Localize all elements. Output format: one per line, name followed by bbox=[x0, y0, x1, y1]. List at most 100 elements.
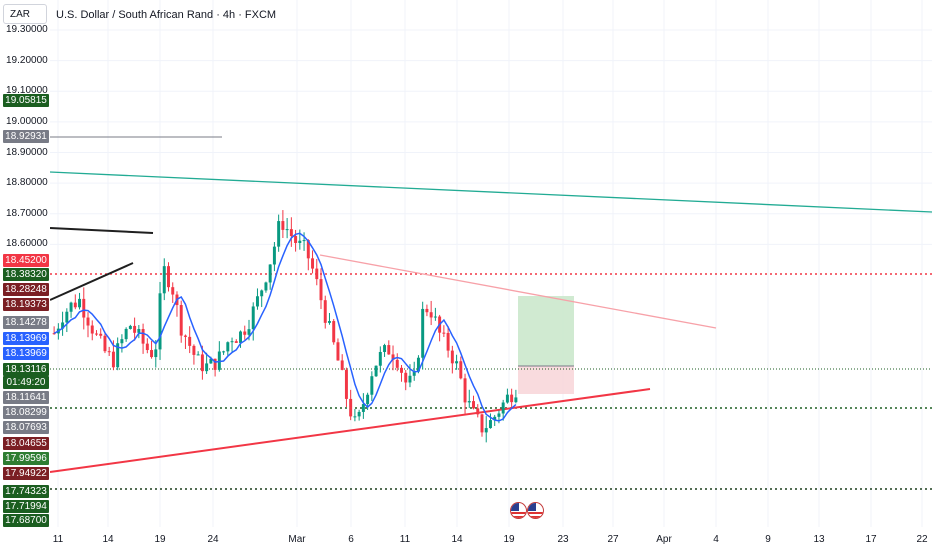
price-axis[interactable]: 19.30000 19.20000 19.10000 19.00000 18.90000… bbox=[0, 0, 50, 527]
candle-body bbox=[349, 398, 353, 417]
time-axis[interactable]: 11 14 19 24 Mar 6 11 14 19 23 27 Apr 4 9 13 17 22 bbox=[0, 527, 932, 550]
candle-body bbox=[467, 401, 471, 403]
price-label: 18.28248 bbox=[3, 283, 49, 296]
us-flag-icon[interactable] bbox=[510, 502, 527, 519]
candle-body bbox=[222, 351, 226, 353]
black-trendline bbox=[49, 262, 134, 301]
candle-body bbox=[340, 360, 344, 370]
candle-body bbox=[361, 404, 365, 412]
candle-body bbox=[493, 416, 497, 421]
candle-body bbox=[251, 306, 255, 330]
candle-body bbox=[476, 408, 480, 415]
price-label: 19.05815 bbox=[3, 94, 49, 107]
candle-body bbox=[243, 331, 247, 335]
candle-body bbox=[281, 221, 285, 230]
candle-body bbox=[306, 240, 310, 259]
candle-body bbox=[404, 372, 408, 383]
price-label: 18.38320 bbox=[3, 268, 49, 281]
time-tick: Mar bbox=[288, 534, 306, 545]
drawing-lines[interactable] bbox=[49, 136, 932, 490]
price-label: 18.14278 bbox=[3, 316, 49, 329]
price-label: 17.94922 bbox=[3, 467, 49, 480]
candle-body bbox=[239, 331, 243, 343]
candle-body bbox=[103, 335, 107, 352]
price-chart[interactable] bbox=[0, 0, 932, 527]
candle-body bbox=[387, 345, 391, 355]
candle-body bbox=[459, 361, 463, 379]
candle-body bbox=[510, 394, 514, 403]
candle-body bbox=[353, 416, 357, 418]
candle-body bbox=[196, 354, 200, 356]
time-tick: 11 bbox=[52, 534, 64, 545]
time-tick: 17 bbox=[865, 534, 877, 545]
profit-zone bbox=[518, 296, 574, 366]
price-label: 18.92931 bbox=[3, 130, 49, 143]
symbol-box[interactable]: ZAR bbox=[3, 4, 47, 24]
price-tick: 19.20000 bbox=[6, 54, 48, 66]
candle-body bbox=[226, 342, 230, 352]
candle-body bbox=[120, 339, 124, 344]
candle-body bbox=[344, 369, 348, 399]
candle-body bbox=[425, 308, 429, 313]
candle-body bbox=[162, 266, 166, 294]
candle-body bbox=[400, 367, 403, 373]
candle-body bbox=[336, 342, 340, 361]
price-label: 17.71994 bbox=[3, 500, 49, 513]
chart-title: U.S. Dollar / South African Rand · 4h · … bbox=[56, 9, 277, 21]
candle-body bbox=[171, 287, 175, 295]
candle-body bbox=[61, 322, 65, 329]
time-tick: 19 bbox=[503, 534, 515, 545]
candle-body bbox=[255, 296, 259, 307]
time-tick: 4 bbox=[713, 534, 719, 545]
candle-body bbox=[277, 221, 281, 247]
candle-body bbox=[133, 325, 137, 333]
position-zones[interactable] bbox=[518, 296, 574, 394]
candle-body bbox=[90, 325, 94, 334]
candle-body bbox=[505, 394, 509, 403]
candle-body bbox=[141, 329, 145, 344]
candle-body bbox=[302, 240, 306, 242]
candle-body bbox=[374, 365, 378, 377]
candle-body bbox=[497, 413, 501, 417]
time-tick: 14 bbox=[102, 534, 114, 545]
candle-body bbox=[234, 341, 238, 343]
candle-body bbox=[247, 329, 251, 335]
candle-body bbox=[501, 402, 505, 414]
time-tick: 6 bbox=[348, 534, 354, 545]
price-tick: 18.60000 bbox=[6, 238, 48, 250]
price-label: 18.45200 bbox=[3, 254, 49, 267]
candle-body bbox=[179, 305, 183, 336]
price-label: 18.13969 bbox=[3, 332, 49, 345]
price-tick: 18.70000 bbox=[6, 207, 48, 219]
price-label: 18.11641 bbox=[3, 391, 49, 404]
candle-body bbox=[167, 266, 170, 288]
us-flag-icon[interactable] bbox=[527, 502, 544, 519]
candle-body bbox=[78, 298, 82, 308]
candle-body bbox=[514, 397, 518, 403]
candle-body bbox=[154, 349, 158, 358]
candle-body bbox=[370, 376, 374, 395]
candle-body bbox=[298, 240, 302, 244]
price-tick: 19.10000 bbox=[6, 85, 48, 97]
price-label: 18.04655 bbox=[3, 437, 49, 450]
candle-body bbox=[230, 341, 234, 343]
time-tick: 11 bbox=[399, 534, 411, 545]
candle-body bbox=[107, 351, 111, 353]
price-tick: 19.00000 bbox=[6, 115, 48, 127]
candle-body bbox=[86, 317, 90, 326]
candle-body bbox=[408, 375, 412, 383]
price-label: 18.19373 bbox=[3, 298, 49, 311]
moving-average bbox=[53, 232, 517, 422]
price-label: 18.13116 bbox=[3, 363, 49, 376]
candle-body bbox=[416, 357, 420, 372]
candle-body bbox=[111, 351, 115, 368]
candle-body bbox=[488, 420, 492, 429]
candle-body bbox=[323, 300, 327, 323]
time-tick: 27 bbox=[607, 534, 619, 545]
candle-body bbox=[289, 229, 293, 237]
candle-body bbox=[294, 236, 298, 244]
candle-body bbox=[395, 359, 399, 368]
candle-body bbox=[272, 246, 276, 265]
candle-body bbox=[217, 351, 221, 370]
